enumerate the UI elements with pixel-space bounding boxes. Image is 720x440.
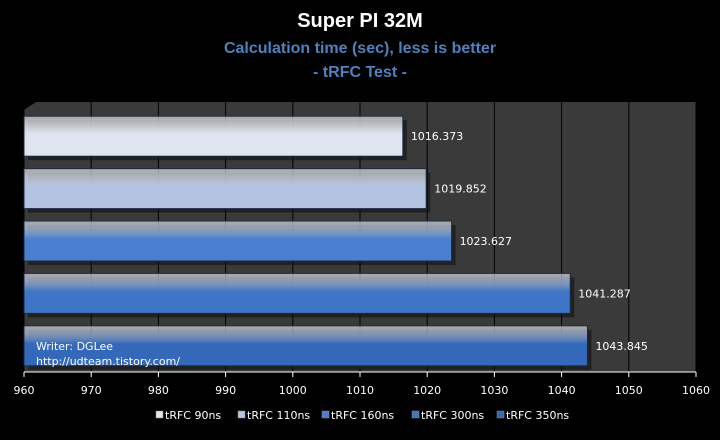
legend-swatch bbox=[155, 410, 164, 419]
writer-annotation: Writer: DGLee bbox=[36, 340, 114, 353]
legend-label: tRFC 160ns bbox=[331, 409, 394, 422]
legend-label: tRFC 350ns bbox=[506, 409, 569, 422]
bars bbox=[23, 115, 592, 370]
x-tick-label: 960 bbox=[14, 384, 35, 397]
chart-subtitle-test: - tRFC Test - bbox=[313, 64, 407, 81]
legend-swatch bbox=[496, 410, 505, 419]
x-tick-label: 1040 bbox=[548, 384, 576, 397]
x-tick-label: 1060 bbox=[682, 384, 710, 397]
x-tick-label: 980 bbox=[148, 384, 169, 397]
legend-swatch bbox=[237, 410, 246, 419]
x-tick-label: 1030 bbox=[480, 384, 508, 397]
chart-subtitle: Calculation time (sec), less is better bbox=[223, 40, 497, 57]
legend-swatch bbox=[321, 410, 330, 419]
url-annotation: http://udteam.tistory.com/ bbox=[36, 355, 180, 368]
x-tick-label: 1020 bbox=[413, 384, 441, 397]
value-label: 1023.627 bbox=[460, 235, 513, 248]
x-tick-label: 970 bbox=[81, 384, 102, 397]
value-label: 1043.845 bbox=[595, 340, 648, 353]
legend-label: tRFC 110ns bbox=[247, 409, 310, 422]
x-tick-label: 990 bbox=[215, 384, 236, 397]
value-label: 1016.373 bbox=[411, 130, 464, 143]
bar-1 bbox=[23, 115, 404, 157]
legend-label: tRFC 300ns bbox=[421, 409, 484, 422]
bar-3 bbox=[23, 220, 453, 262]
value-label: 1019.852 bbox=[434, 183, 487, 196]
legend-swatch bbox=[411, 410, 420, 419]
x-axis: 960 970 980 990 1000 1010 1020 1030 1040 1050 1060 bbox=[14, 371, 710, 397]
value-label: 1041.287 bbox=[578, 287, 631, 300]
value-labels: 1016.373 1019.852 1023.627 1041.287 1043.845 bbox=[411, 130, 648, 353]
x-tick-label: 1050 bbox=[615, 384, 643, 397]
x-tick-label: 1010 bbox=[346, 384, 374, 397]
legend-label: tRFC 90ns bbox=[165, 409, 221, 422]
chart-title: Super PI 32M bbox=[297, 10, 423, 32]
bar-4 bbox=[23, 272, 571, 314]
x-tick-label: 1000 bbox=[279, 384, 307, 397]
bar-5 bbox=[23, 325, 588, 367]
legend: tRFC 90ns tRFC 110ns tRFC 160ns tRFC 300ns t… bbox=[155, 409, 569, 422]
bar-2 bbox=[23, 168, 427, 210]
